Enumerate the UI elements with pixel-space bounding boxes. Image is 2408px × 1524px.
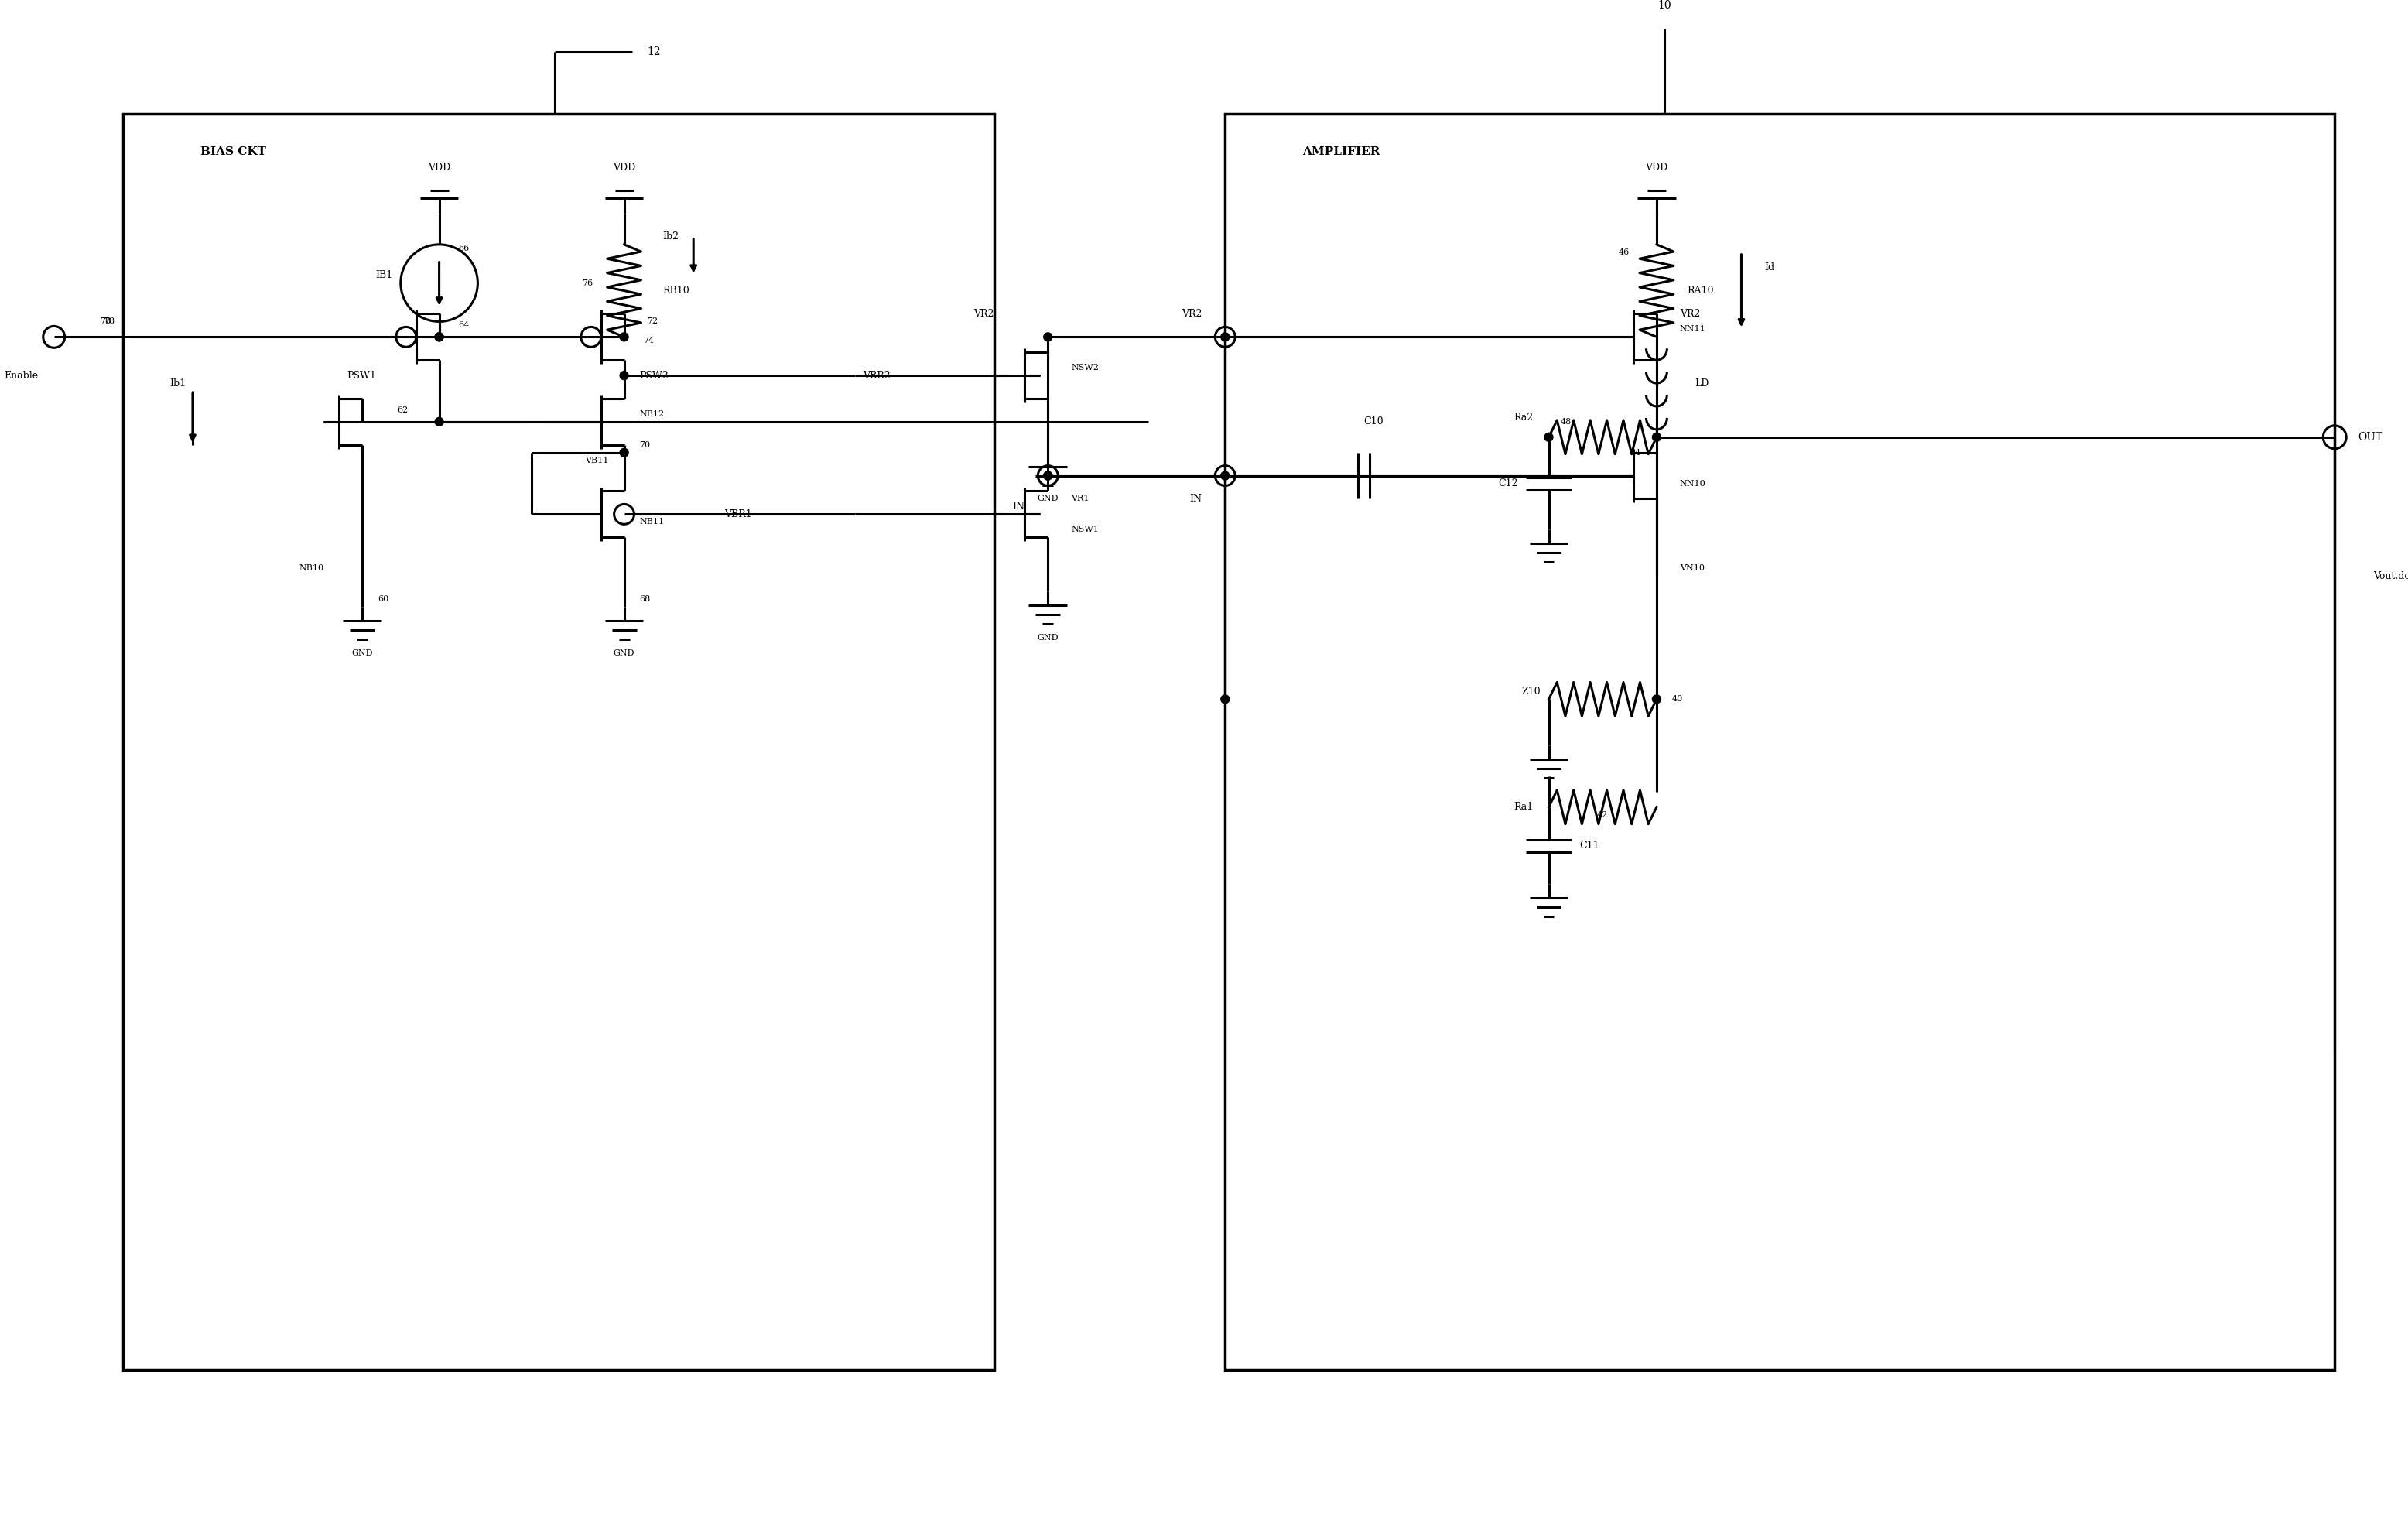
Circle shape (1652, 695, 1662, 704)
Text: 78: 78 (104, 317, 116, 326)
Text: 44: 44 (1630, 448, 1642, 456)
Circle shape (436, 332, 443, 341)
Text: NB11: NB11 (641, 518, 665, 526)
Text: Ib2: Ib2 (662, 232, 679, 242)
Circle shape (1221, 332, 1230, 341)
Text: 76: 76 (583, 279, 592, 287)
Text: NB10: NB10 (299, 564, 323, 572)
Circle shape (1221, 471, 1230, 480)
Text: VDD: VDD (612, 163, 636, 172)
Circle shape (619, 372, 628, 379)
Circle shape (1043, 471, 1052, 480)
Text: GND: GND (614, 649, 636, 657)
Text: Vout.dc: Vout.dc (2374, 572, 2408, 581)
Text: GND: GND (1038, 495, 1060, 503)
Text: IN: IN (1011, 501, 1026, 512)
Text: Enable: Enable (5, 370, 39, 381)
Text: Z10: Z10 (1522, 686, 1541, 696)
Text: VBR2: VBR2 (862, 370, 891, 381)
Text: 10: 10 (1657, 0, 1671, 11)
Text: VR2: VR2 (973, 309, 995, 319)
Text: Ra1: Ra1 (1515, 802, 1534, 812)
Text: 48: 48 (1560, 418, 1572, 425)
Text: VB11: VB11 (585, 456, 609, 465)
Text: 78: 78 (101, 317, 111, 326)
Text: RB10: RB10 (662, 285, 689, 296)
Text: C10: C10 (1363, 416, 1385, 427)
Circle shape (436, 332, 443, 341)
Bar (1226, 113, 2336, 1370)
Text: Id: Id (1765, 262, 1775, 273)
Circle shape (1043, 471, 1052, 480)
Text: OUT: OUT (2357, 431, 2384, 442)
Text: VR2: VR2 (1681, 309, 1700, 319)
Text: 46: 46 (1618, 248, 1630, 256)
Text: RA10: RA10 (1688, 285, 1714, 296)
Circle shape (619, 448, 628, 457)
Text: GND: GND (1038, 634, 1060, 642)
Text: PSW1: PSW1 (347, 370, 376, 381)
Text: NSW2: NSW2 (1072, 364, 1098, 372)
Text: 72: 72 (648, 317, 657, 326)
Text: 60: 60 (378, 596, 388, 604)
Text: Ib1: Ib1 (169, 378, 185, 389)
Circle shape (1043, 332, 1052, 341)
Text: BIAS CKT: BIAS CKT (200, 146, 265, 157)
Text: VR1: VR1 (1072, 495, 1088, 503)
Circle shape (1652, 433, 1662, 442)
Text: VR2: VR2 (1182, 309, 1202, 319)
Text: 62: 62 (397, 407, 409, 415)
Text: 42: 42 (1597, 811, 1609, 818)
Text: 74: 74 (643, 337, 655, 344)
Circle shape (619, 332, 628, 341)
Text: NN10: NN10 (1681, 480, 1705, 488)
Text: C12: C12 (1498, 479, 1517, 488)
Text: IN: IN (1190, 494, 1202, 504)
Text: VDD: VDD (1645, 163, 1669, 172)
Circle shape (436, 418, 443, 427)
Text: 68: 68 (641, 596, 650, 604)
Text: NB12: NB12 (641, 410, 665, 418)
Text: 12: 12 (648, 46, 660, 58)
Text: AMPLIFIER: AMPLIFIER (1303, 146, 1380, 157)
Text: 70: 70 (641, 440, 650, 448)
Text: GND: GND (352, 649, 373, 657)
Circle shape (1544, 433, 1553, 442)
Text: VBR1: VBR1 (725, 509, 751, 520)
Text: 66: 66 (458, 244, 470, 251)
Circle shape (1221, 695, 1230, 704)
Text: NN11: NN11 (1681, 326, 1705, 334)
Text: LD: LD (1695, 378, 1710, 389)
Text: Ra2: Ra2 (1515, 413, 1534, 424)
Text: PSW2: PSW2 (641, 370, 669, 381)
Text: IB1: IB1 (376, 270, 393, 280)
Text: 64: 64 (458, 322, 470, 329)
Text: VN10: VN10 (1681, 564, 1705, 572)
Text: NSW1: NSW1 (1072, 526, 1098, 533)
Text: VDD: VDD (429, 163, 450, 172)
Text: 40: 40 (1671, 695, 1683, 703)
Text: C11: C11 (1580, 841, 1599, 850)
Bar (123, 113, 995, 1370)
